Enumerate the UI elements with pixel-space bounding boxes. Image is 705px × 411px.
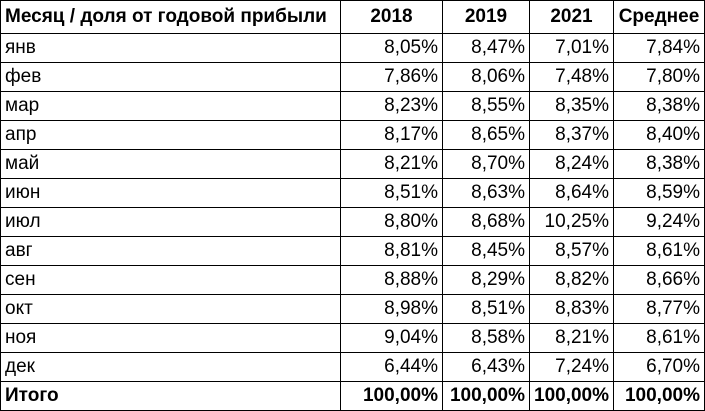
- value-cell-average: 8,59%: [613, 178, 705, 208]
- value-cell-2018: 6,44%: [340, 352, 443, 382]
- table-footer: Итого 100,00% 100,00% 100,00% 100,00%: [0, 381, 705, 411]
- value-cell-2021: 8,35%: [529, 91, 614, 121]
- header-year-2019: 2019: [442, 0, 530, 34]
- value-cell-average: 8,61%: [613, 323, 705, 353]
- value-cell-2021: 8,57%: [529, 236, 614, 266]
- table-row: янв 8,05% 8,47% 7,01% 7,84%: [0, 33, 705, 63]
- value-cell-2019: 8,70%: [442, 149, 530, 179]
- month-cell: фев: [0, 62, 341, 92]
- month-cell: сен: [0, 265, 341, 295]
- total-cell-2018: 100,00%: [340, 381, 443, 411]
- value-cell-2019: 8,65%: [442, 120, 530, 150]
- value-cell-average: 8,61%: [613, 236, 705, 266]
- month-cell: июл: [0, 207, 341, 237]
- value-cell-2019: 8,06%: [442, 62, 530, 92]
- month-cell: мар: [0, 91, 341, 121]
- value-cell-2018: 8,88%: [340, 265, 443, 295]
- value-cell-average: 8,38%: [613, 91, 705, 121]
- value-cell-2021: 10,25%: [529, 207, 614, 237]
- header-month-share: Месяц / доля от годовой прибыли: [0, 0, 341, 34]
- table-row: сен 8,88% 8,29% 8,82% 8,66%: [0, 265, 705, 295]
- table-row: окт 8,98% 8,51% 8,83% 8,77%: [0, 294, 705, 324]
- header-row: Месяц / доля от годовой прибыли 2018 201…: [0, 0, 705, 34]
- value-cell-average: 8,40%: [613, 120, 705, 150]
- value-cell-2018: 8,80%: [340, 207, 443, 237]
- value-cell-2018: 8,81%: [340, 236, 443, 266]
- table-row: июл 8,80% 8,68% 10,25% 9,24%: [0, 207, 705, 237]
- value-cell-2019: 8,58%: [442, 323, 530, 353]
- table-header: Месяц / доля от годовой прибыли 2018 201…: [0, 0, 705, 34]
- value-cell-2021: 8,82%: [529, 265, 614, 295]
- value-cell-2019: 8,51%: [442, 294, 530, 324]
- table-row: фев 7,86% 8,06% 7,48% 7,80%: [0, 62, 705, 92]
- month-cell: окт: [0, 294, 341, 324]
- month-cell: июн: [0, 178, 341, 208]
- table-row: ноя 9,04% 8,58% 8,21% 8,61%: [0, 323, 705, 353]
- value-cell-average: 8,66%: [613, 265, 705, 295]
- value-cell-2018: 8,51%: [340, 178, 443, 208]
- value-cell-2019: 6,43%: [442, 352, 530, 382]
- month-cell: апр: [0, 120, 341, 150]
- month-cell: май: [0, 149, 341, 179]
- value-cell-2018: 9,04%: [340, 323, 443, 353]
- value-cell-2019: 8,63%: [442, 178, 530, 208]
- table-row: июн 8,51% 8,63% 8,64% 8,59%: [0, 178, 705, 208]
- total-cell-average: 100,00%: [613, 381, 705, 411]
- value-cell-2018: 7,86%: [340, 62, 443, 92]
- table-row: мар 8,23% 8,55% 8,35% 8,38%: [0, 91, 705, 121]
- value-cell-2021: 8,24%: [529, 149, 614, 179]
- month-cell: дек: [0, 352, 341, 382]
- value-cell-average: 8,38%: [613, 149, 705, 179]
- value-cell-2019: 8,68%: [442, 207, 530, 237]
- value-cell-2021: 8,21%: [529, 323, 614, 353]
- value-cell-2021: 8,83%: [529, 294, 614, 324]
- table-row: май 8,21% 8,70% 8,24% 8,38%: [0, 149, 705, 179]
- header-year-2021: 2021: [529, 0, 614, 34]
- value-cell-2021: 8,64%: [529, 178, 614, 208]
- value-cell-2021: 8,37%: [529, 120, 614, 150]
- value-cell-2021: 7,01%: [529, 33, 614, 63]
- value-cell-2019: 8,45%: [442, 236, 530, 266]
- value-cell-average: 9,24%: [613, 207, 705, 237]
- value-cell-average: 7,80%: [613, 62, 705, 92]
- value-cell-2019: 8,55%: [442, 91, 530, 121]
- value-cell-2019: 8,29%: [442, 265, 530, 295]
- month-cell: янв: [0, 33, 341, 63]
- value-cell-2018: 8,98%: [340, 294, 443, 324]
- value-cell-2018: 8,05%: [340, 33, 443, 63]
- table-row: авг 8,81% 8,45% 8,57% 8,61%: [0, 236, 705, 266]
- value-cell-2021: 7,24%: [529, 352, 614, 382]
- value-cell-2018: 8,17%: [340, 120, 443, 150]
- total-label: Итого: [0, 381, 341, 411]
- total-row: Итого 100,00% 100,00% 100,00% 100,00%: [0, 381, 705, 411]
- table-row: апр 8,17% 8,65% 8,37% 8,40%: [0, 120, 705, 150]
- table-row: дек 6,44% 6,43% 7,24% 6,70%: [0, 352, 705, 382]
- value-cell-2018: 8,23%: [340, 91, 443, 121]
- value-cell-2018: 8,21%: [340, 149, 443, 179]
- header-average: Среднее: [613, 0, 705, 34]
- value-cell-average: 7,84%: [613, 33, 705, 63]
- total-cell-2019: 100,00%: [442, 381, 530, 411]
- month-cell: авг: [0, 236, 341, 266]
- value-cell-2021: 7,48%: [529, 62, 614, 92]
- value-cell-2019: 8,47%: [442, 33, 530, 63]
- total-cell-2021: 100,00%: [529, 381, 614, 411]
- value-cell-average: 8,77%: [613, 294, 705, 324]
- month-cell: ноя: [0, 323, 341, 353]
- table-body: янв 8,05% 8,47% 7,01% 7,84% фев 7,86% 8,…: [0, 33, 705, 382]
- header-year-2018: 2018: [340, 0, 443, 34]
- value-cell-average: 6,70%: [613, 352, 705, 382]
